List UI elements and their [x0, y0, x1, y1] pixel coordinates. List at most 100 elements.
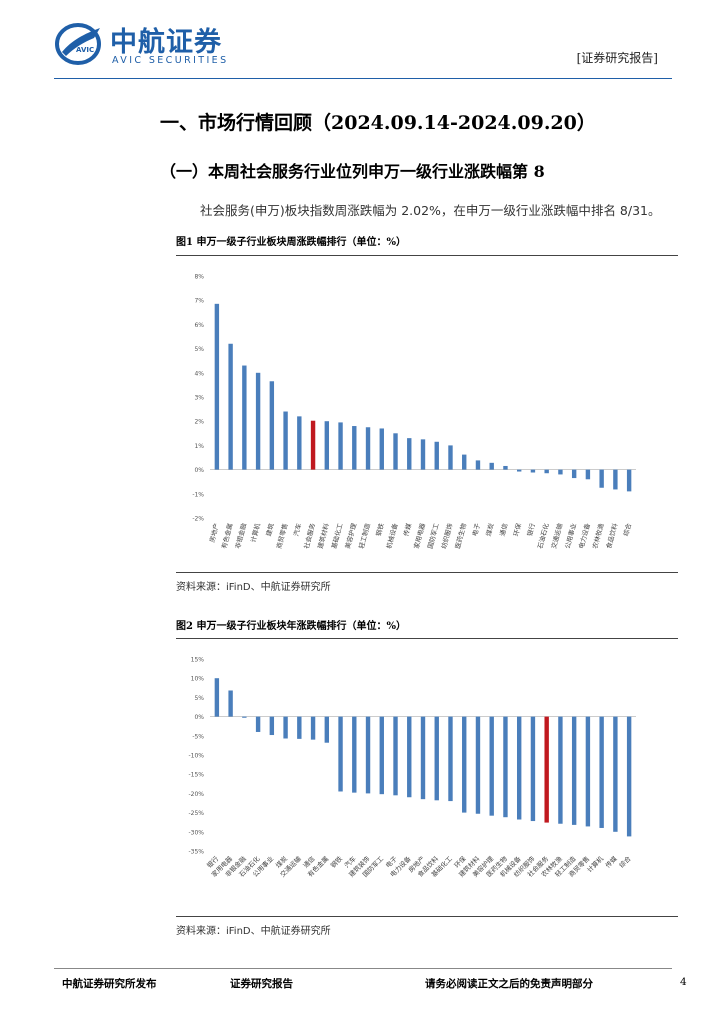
- category-label: 机械设备: [384, 522, 400, 550]
- category-label: 公用事业: [563, 522, 579, 550]
- figure-2-top-rule: [176, 638, 678, 639]
- category-label: 交通运输: [549, 522, 565, 550]
- bar-轻工制造: [571, 716, 577, 825]
- category-label: 社会服务: [302, 522, 318, 550]
- y-tick-label: 10%: [191, 676, 205, 683]
- avic-logo-icon: AVIC: [55, 23, 101, 65]
- bar-电子: [393, 716, 398, 796]
- bar-电子: [475, 460, 481, 470]
- bar-社会服务: [544, 716, 549, 823]
- bar-交通运输: [297, 716, 302, 739]
- bar-食品饮料: [434, 716, 439, 801]
- bar-食品饮料: [613, 469, 618, 490]
- report-type-tag: [证券研究报告]: [576, 51, 658, 65]
- y-tick-label: -1%: [192, 491, 204, 498]
- bar-石油石化: [544, 469, 549, 474]
- category-label: 煤炭: [484, 522, 496, 537]
- company-logo: AVIC 中航证券 AVIC SECURITIES: [54, 20, 254, 72]
- y-tick-label: 5%: [194, 346, 204, 353]
- y-tick-label: 5%: [194, 695, 204, 702]
- category-label: 基础化工: [329, 522, 345, 550]
- figure-2-source: 资料来源：iFinD、中航证券研究所: [176, 926, 331, 937]
- bar-建筑装饰: [365, 716, 371, 794]
- category-label: 汽车: [291, 522, 303, 537]
- category-label: 计算机: [248, 522, 262, 544]
- figure-2-chart: 15% 10% 5% 0% -5% -10% -15% -20% -25% -30% -35% 银行家…: [176, 641, 678, 913]
- bar-非银金融: [242, 716, 247, 718]
- category-label: 钢铁: [328, 854, 344, 870]
- bar-环保: [462, 716, 467, 813]
- category-label: 综合: [617, 854, 633, 870]
- bar-钢铁: [338, 716, 343, 792]
- bar-非银金融: [242, 365, 247, 470]
- y-tick-label: 1%: [194, 443, 204, 450]
- bar-环保: [516, 469, 522, 472]
- bar-综合: [626, 469, 632, 492]
- category-label: 美容护理: [343, 522, 359, 550]
- bar-通信: [503, 465, 508, 470]
- bar-美容护理: [489, 716, 494, 816]
- bar-轻工制造: [365, 427, 371, 470]
- figure-2-bar-chart-svg: 15%10%5%0%-5%-10%-15%-20%-25%-30%-35%银行家…: [188, 657, 636, 879]
- y-tick-label: -35%: [188, 849, 204, 856]
- y-tick-label: 7%: [194, 298, 204, 305]
- category-label: 家用电器: [412, 522, 428, 550]
- category-label: 环保: [511, 522, 523, 537]
- bar-通信: [310, 716, 316, 740]
- bar-国防军工: [379, 716, 384, 795]
- bar-商贸零售: [283, 411, 288, 470]
- y-tick-label: 3%: [194, 395, 204, 402]
- category-label: 银行: [525, 522, 537, 537]
- y-tick-label: -2%: [192, 516, 204, 523]
- category-label: 石油石化: [535, 522, 551, 550]
- bar-建筑材料: [475, 716, 481, 814]
- bar-传媒: [407, 438, 412, 470]
- bar-计算机: [255, 372, 261, 470]
- bar-有色金属: [228, 343, 233, 470]
- category-label: 有色金属: [219, 522, 234, 549]
- figure-1-title: 图1 申万一级子行业板块周涨跌幅排行（单位：%）: [176, 237, 406, 248]
- y-tick-label: -15%: [188, 772, 204, 779]
- category-label: 食品饮料: [604, 522, 620, 550]
- bar-煤炭: [283, 716, 288, 739]
- bar-煤炭: [489, 462, 494, 470]
- category-label: 通信: [497, 522, 509, 537]
- summary-paragraph: 社会服务(申万)板块指数周涨跌幅为 2.02%，在申万一级行业涨跌幅中排名 8/…: [200, 203, 661, 218]
- logo-badge-text: AVIC: [76, 46, 94, 54]
- bar-农林牧渔: [558, 716, 563, 824]
- category-label: 纺织服饰: [439, 522, 455, 550]
- y-tick-label: 0%: [194, 467, 204, 474]
- category-label: 钢铁: [374, 522, 386, 537]
- bar-建筑: [269, 381, 275, 470]
- bar-基础化工: [448, 716, 453, 802]
- bar-国防军工: [434, 441, 439, 470]
- footer-disclaimer: 请务必阅读正文之后的免责声明部分: [425, 978, 593, 990]
- category-label: 电力设备: [576, 522, 592, 550]
- bar-钢铁: [379, 428, 384, 470]
- category-label: 综合: [621, 522, 633, 537]
- bar-房地产: [420, 716, 426, 800]
- subsection-heading: （一）本周社会服务行业位列申万一级行业涨跌幅第 8: [160, 162, 545, 181]
- y-tick-label: -25%: [188, 810, 204, 817]
- bar-纺织服饰: [448, 445, 453, 470]
- bar-家用电器: [228, 690, 233, 717]
- category-label: 农林牧渔: [590, 522, 606, 550]
- bar-石油石化: [255, 716, 261, 732]
- figure-2-title: 图2 申万一级子行业板块年涨跌幅排行（单位：%）: [176, 621, 406, 632]
- category-label: 非银金融: [233, 522, 249, 550]
- bar-医药生物: [503, 716, 508, 818]
- bar-交通运输: [558, 469, 563, 475]
- figure-1-bottom-rule: [176, 572, 678, 573]
- figure-1-bar-chart-svg: 8%7%6%5%4%3%2%1%0%-1%-2%房地产 有色金属 非银金融 计算机 建筑…: [192, 274, 636, 550]
- bar-汽车: [297, 416, 302, 470]
- category-label: 建筑: [264, 522, 276, 537]
- logo-chinese-name: 中航证券: [110, 27, 222, 58]
- y-tick-label: 2%: [194, 419, 204, 426]
- page-number: 4: [680, 976, 687, 988]
- bar-综合: [626, 716, 632, 837]
- bar-医药生物: [462, 454, 467, 470]
- bar-农林牧渔: [599, 469, 604, 488]
- bar-家用电器: [420, 439, 426, 470]
- section-heading: 一、市场行情回顾（2024.09.14-2024.09.20）: [160, 112, 596, 134]
- figure-2-bottom-rule: [176, 916, 678, 917]
